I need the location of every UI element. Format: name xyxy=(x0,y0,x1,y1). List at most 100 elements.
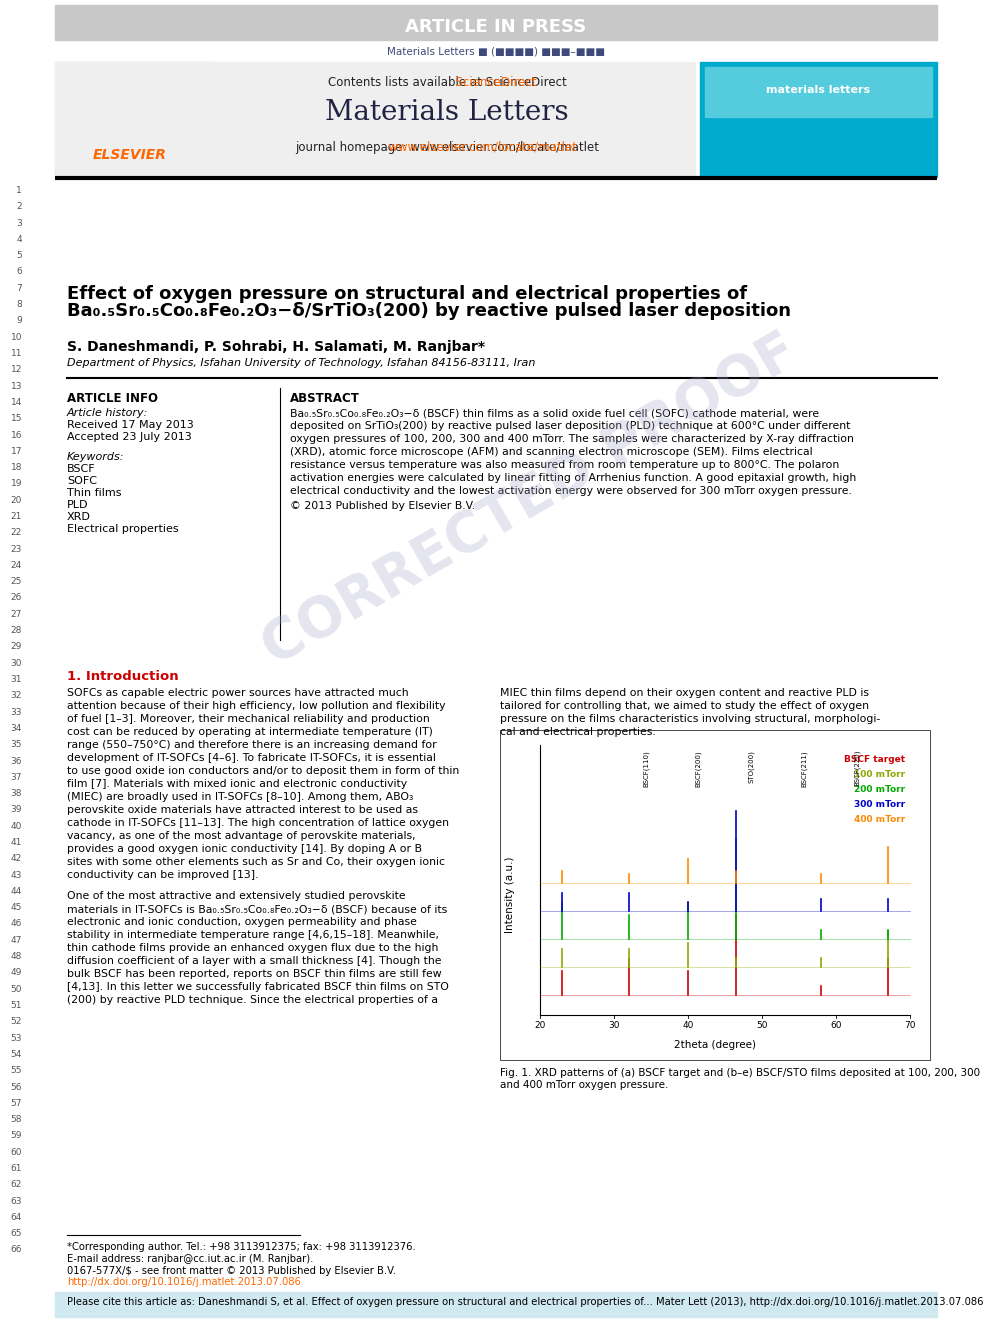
Text: 37: 37 xyxy=(11,773,22,782)
Text: materials in IT-SOFCs is Ba₀.₅Sr₀.₅Co₀.₈Fe₀.₂O₃−δ (BSCF) because of its: materials in IT-SOFCs is Ba₀.₅Sr₀.₅Co₀.₈… xyxy=(67,904,447,914)
Text: 12: 12 xyxy=(11,365,22,374)
Bar xyxy=(500,730,930,1060)
Text: 33: 33 xyxy=(11,708,22,717)
Text: 8: 8 xyxy=(16,300,22,310)
Text: 56: 56 xyxy=(11,1082,22,1091)
Text: to use good oxide ion conductors and/or to deposit them in form of thin: to use good oxide ion conductors and/or … xyxy=(67,766,459,777)
Text: perovskite oxide materials have attracted interest to be used as: perovskite oxide materials have attracte… xyxy=(67,804,418,815)
Text: BSCF target: BSCF target xyxy=(844,755,905,763)
Text: 9: 9 xyxy=(16,316,22,325)
Text: 61: 61 xyxy=(11,1164,22,1174)
Text: 28: 28 xyxy=(11,626,22,635)
Text: 35: 35 xyxy=(11,740,22,749)
Text: Ba₀.₅Sr₀.₅Co₀.₈Fe₀.₂O₃−δ/SrTiO₃(200) by reactive pulsed laser deposition: Ba₀.₅Sr₀.₅Co₀.₈Fe₀.₂O₃−δ/SrTiO₃(200) by … xyxy=(67,302,791,320)
Text: of fuel [1–3]. Moreover, their mechanical reliability and production: of fuel [1–3]. Moreover, their mechanica… xyxy=(67,714,430,724)
Text: vacancy, as one of the most advantage of perovskite materials,: vacancy, as one of the most advantage of… xyxy=(67,831,416,841)
Text: 5: 5 xyxy=(16,251,22,261)
Text: 66: 66 xyxy=(11,1245,22,1254)
Text: 1. Introduction: 1. Introduction xyxy=(67,669,179,683)
Text: Intensity (a.u.): Intensity (a.u.) xyxy=(505,857,515,933)
Text: 60: 60 xyxy=(11,1147,22,1156)
Text: development of IT-SOFCs [4–6]. To fabricate IT-SOFCs, it is essential: development of IT-SOFCs [4–6]. To fabric… xyxy=(67,753,435,763)
Text: 0167-577X/$ - see front matter © 2013 Published by Elsevier B.V.: 0167-577X/$ - see front matter © 2013 Pu… xyxy=(67,1266,396,1275)
Text: materials letters: materials letters xyxy=(766,85,870,95)
Text: 30: 30 xyxy=(11,659,22,668)
Text: 34: 34 xyxy=(11,724,22,733)
Text: BSCF(200): BSCF(200) xyxy=(695,750,701,787)
Text: 7: 7 xyxy=(16,284,22,292)
Text: ABSTRACT: ABSTRACT xyxy=(290,392,360,405)
Text: 48: 48 xyxy=(11,953,22,960)
Text: cost can be reduced by operating at intermediate temperature (IT): cost can be reduced by operating at inte… xyxy=(67,728,433,737)
Text: bulk BSCF has been reported, reports on BSCF thin films are still few: bulk BSCF has been reported, reports on … xyxy=(67,968,441,979)
Text: One of the most attractive and extensively studied perovskite: One of the most attractive and extensive… xyxy=(67,890,406,901)
Text: 50: 50 xyxy=(11,984,22,994)
Text: stability in intermediate temperature range [4,6,15–18]. Meanwhile,: stability in intermediate temperature ra… xyxy=(67,930,439,941)
Text: Article history:: Article history: xyxy=(67,407,149,418)
Bar xyxy=(700,62,937,177)
Text: electronic and ionic conduction, oxygen permeability and phase: electronic and ionic conduction, oxygen … xyxy=(67,917,417,927)
Text: 100 mTorr: 100 mTorr xyxy=(854,770,905,779)
Text: Ba₀.₅Sr₀.₅Co₀.₈Fe₀.₂O₃−δ (BSCF) thin films as a solid oxide fuel cell (SOFC) cat: Ba₀.₅Sr₀.₅Co₀.₈Fe₀.₂O₃−δ (BSCF) thin fil… xyxy=(290,407,819,418)
Text: STO(200): STO(200) xyxy=(748,750,755,783)
Text: 44: 44 xyxy=(11,886,22,896)
Text: 16: 16 xyxy=(11,430,22,439)
Text: 25: 25 xyxy=(11,577,22,586)
Text: provides a good oxygen ionic conductivity [14]. By doping A or B: provides a good oxygen ionic conductivit… xyxy=(67,844,422,855)
Text: 11: 11 xyxy=(11,349,22,359)
Text: 24: 24 xyxy=(11,561,22,570)
Text: 49: 49 xyxy=(11,968,22,978)
Text: Accepted 23 July 2013: Accepted 23 July 2013 xyxy=(67,433,191,442)
Text: SOFCs as capable electric power sources have attracted much: SOFCs as capable electric power sources … xyxy=(67,688,409,699)
Text: 41: 41 xyxy=(11,837,22,847)
Text: 200 mTorr: 200 mTorr xyxy=(854,785,905,794)
Text: 59: 59 xyxy=(11,1131,22,1140)
Text: 62: 62 xyxy=(11,1180,22,1189)
Text: ARTICLE IN PRESS: ARTICLE IN PRESS xyxy=(406,19,586,36)
Text: 2: 2 xyxy=(17,202,22,212)
Text: XRD: XRD xyxy=(67,512,91,523)
Bar xyxy=(55,1293,937,1316)
Text: 40: 40 xyxy=(682,1021,693,1031)
Text: 4: 4 xyxy=(17,235,22,243)
Text: 57: 57 xyxy=(11,1099,22,1107)
Text: *Corresponding author. Tel.: +98 3113912375; fax: +98 3113912376.: *Corresponding author. Tel.: +98 3113912… xyxy=(67,1242,416,1252)
Text: ScienceDirect: ScienceDirect xyxy=(358,75,537,89)
Text: BSCF(220): BSCF(220) xyxy=(854,750,860,786)
Text: 10: 10 xyxy=(11,332,22,341)
Text: 45: 45 xyxy=(11,904,22,912)
Text: 6: 6 xyxy=(16,267,22,277)
Text: 1: 1 xyxy=(16,187,22,194)
Text: pressure on the films characteristics involving structural, morphologi-: pressure on the films characteristics in… xyxy=(500,714,880,724)
Text: 50: 50 xyxy=(756,1021,768,1031)
Text: cal and electrical properties.: cal and electrical properties. xyxy=(500,728,656,737)
Text: Materials Letters ■ (■■■■) ■■■–■■■: Materials Letters ■ (■■■■) ■■■–■■■ xyxy=(387,48,605,57)
Text: ELSEVIER: ELSEVIER xyxy=(93,148,167,161)
Text: 38: 38 xyxy=(11,789,22,798)
Text: journal homepage: www.elsevier.com/locate/matlet: journal homepage: www.elsevier.com/locat… xyxy=(295,140,599,153)
Text: 20: 20 xyxy=(11,496,22,504)
Text: 18: 18 xyxy=(11,463,22,472)
Text: Thin films: Thin films xyxy=(67,488,121,497)
Text: (MIEC) are broadly used in IT-SOFCs [8–10]. Among them, ABO₃: (MIEC) are broadly used in IT-SOFCs [8–1… xyxy=(67,792,414,802)
Text: sites with some other elements such as Sr and Co, their oxygen ionic: sites with some other elements such as S… xyxy=(67,857,445,867)
Text: 27: 27 xyxy=(11,610,22,619)
Text: BSCF(110): BSCF(110) xyxy=(643,750,649,787)
Text: 39: 39 xyxy=(11,806,22,815)
Text: 64: 64 xyxy=(11,1213,22,1222)
Text: PLD: PLD xyxy=(67,500,88,509)
Text: 400 mTorr: 400 mTorr xyxy=(854,815,905,824)
Text: E-mail address: ranjbar@cc.iut.ac.ir (M. Ranjbar).: E-mail address: ranjbar@cc.iut.ac.ir (M.… xyxy=(67,1254,313,1263)
Text: 13: 13 xyxy=(11,381,22,390)
Text: 55: 55 xyxy=(11,1066,22,1076)
Text: 52: 52 xyxy=(11,1017,22,1027)
Text: diffusion coefficient of a layer with a small thickness [4]. Though the: diffusion coefficient of a layer with a … xyxy=(67,957,441,966)
Text: Please cite this article as: Daneshmandi S, et al. Effect of oxygen pressure on : Please cite this article as: Daneshmandi… xyxy=(67,1297,983,1307)
Text: tailored for controlling that, we aimed to study the effect of oxygen: tailored for controlling that, we aimed … xyxy=(500,701,869,710)
Text: 46: 46 xyxy=(11,919,22,929)
Text: BSCF(211): BSCF(211) xyxy=(801,750,807,787)
Text: Effect of oxygen pressure on structural and electrical properties of: Effect of oxygen pressure on structural … xyxy=(67,284,747,303)
Bar xyxy=(705,67,932,116)
Text: 36: 36 xyxy=(11,757,22,766)
Text: 15: 15 xyxy=(11,414,22,423)
